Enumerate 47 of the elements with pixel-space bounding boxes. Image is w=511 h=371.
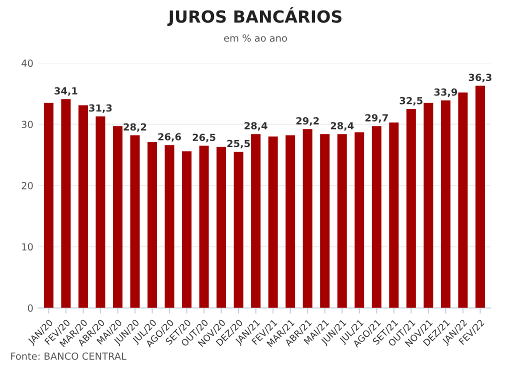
bar [286,135,296,308]
bar [251,134,261,308]
bar [389,122,399,308]
data-label: 29,2 [296,117,319,126]
bar [475,86,485,308]
bar [182,151,192,308]
bar [216,146,226,308]
data-label: 36,3 [468,74,492,82]
data-label: 34,1 [54,87,78,96]
data-label: 28,2 [124,123,146,132]
bar [302,129,312,308]
bar [424,102,434,308]
data-label: 28,4 [244,122,268,131]
data-label: 26,6 [158,133,181,142]
bar [320,134,330,308]
bar [268,136,278,308]
data-label: 26,5 [192,134,216,142]
bar [440,100,450,308]
data-label: 29,7 [365,114,388,123]
bar [164,145,174,308]
data-label: 28,4 [330,122,354,131]
y-tick-label: 20 [22,182,33,190]
bar [130,135,140,308]
bar [234,152,244,308]
bar [61,99,71,308]
bar [337,134,347,308]
data-label: 25,5 [227,140,250,148]
bar [354,132,364,308]
chart-subtitle: em % ao ano [224,34,287,42]
chart-title: JUROS BANCÁRIOS [167,7,342,26]
bar [78,105,88,308]
bar [372,126,382,308]
bar [148,142,157,308]
data-label: 32,5 [400,96,422,106]
source-note: Fonte: BANCO CENTRAL [11,352,126,360]
y-tick-label: 40 [22,60,33,67]
y-tick-label: 30 [22,120,33,128]
bar [199,146,209,308]
bar [96,116,106,308]
y-tick-label: 10 [22,243,33,251]
bar [112,126,122,308]
data-label: 31,3 [89,104,112,113]
bar [406,108,416,308]
y-tick-label: 0 [28,304,33,312]
bar [44,102,54,308]
bar [458,92,468,308]
data-label: 33,9 [434,88,458,97]
